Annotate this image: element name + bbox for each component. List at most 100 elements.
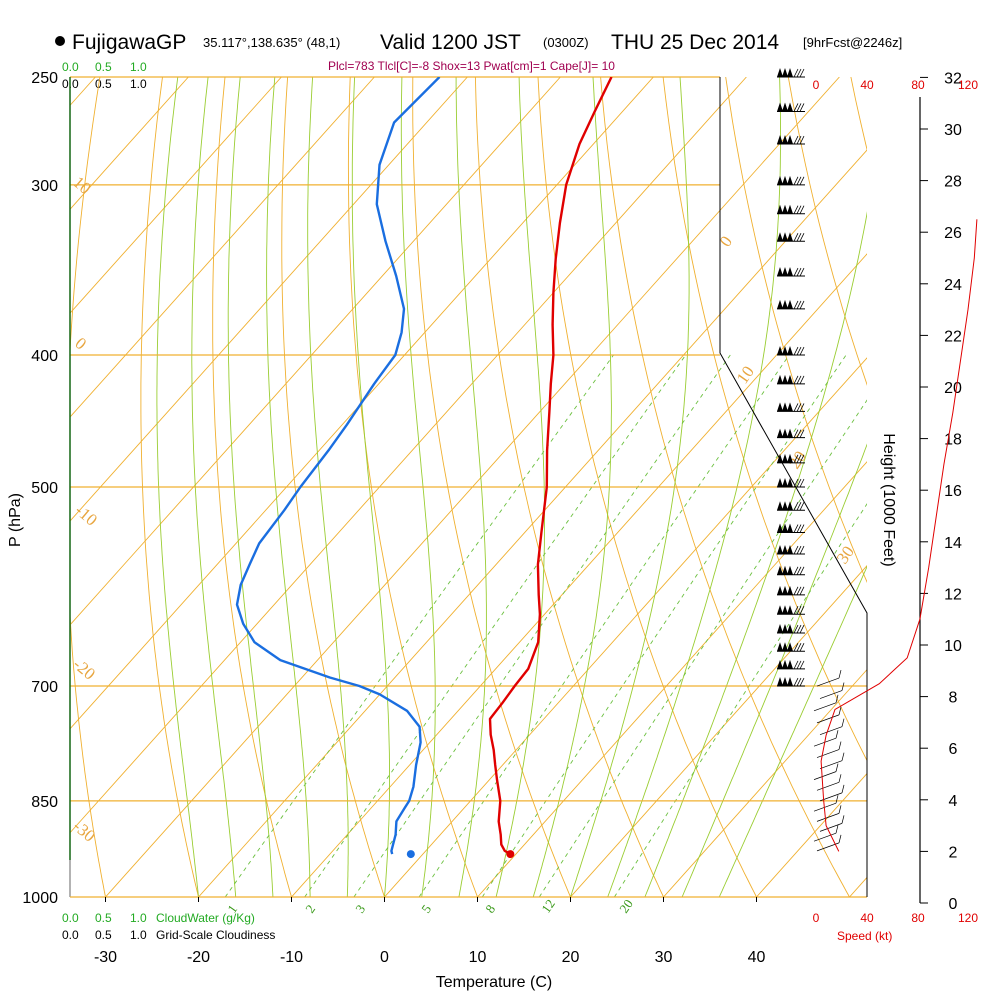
wind-barb-feather xyxy=(793,300,799,310)
wind-barb-feather xyxy=(799,478,805,488)
wind-barb-feather xyxy=(793,660,799,670)
wind-barb-flag xyxy=(782,642,788,652)
wind-barb-feather xyxy=(796,403,802,412)
moist-adiabat xyxy=(351,77,390,897)
wind-barb-feather xyxy=(793,403,799,412)
speed-tick-top: 0 xyxy=(813,78,820,92)
speed-axis: 0 40 80 120 0 40 80 120 Speed (kt) xyxy=(813,78,979,943)
wind-barb-flag xyxy=(782,102,788,112)
speed-tick-top: 120 xyxy=(958,78,978,92)
wind-barb-feather xyxy=(835,730,839,739)
wind-barb-flag xyxy=(782,232,788,242)
wind-barb xyxy=(813,771,837,780)
wind-barb-flag xyxy=(787,135,793,145)
wind-barb-flag xyxy=(787,624,793,634)
moist-adiabat xyxy=(156,77,199,897)
wind-barb-flag xyxy=(782,299,788,309)
dry-adiabat xyxy=(412,77,571,897)
wind-barb-flag xyxy=(777,374,783,384)
wind-barb-flag xyxy=(787,374,793,384)
wind-barb-flag xyxy=(782,374,788,384)
wind-barb-feather xyxy=(796,545,802,555)
wind-barb-flag xyxy=(782,501,788,511)
mixing-ratio-line xyxy=(304,354,687,897)
wind-barb-flag xyxy=(787,478,793,487)
wind-barb-feather xyxy=(799,643,805,652)
cloudiness-tick-top: 1.0 xyxy=(130,77,147,91)
moist-adiabat xyxy=(570,77,690,897)
height-tick-label: 8 xyxy=(949,690,958,707)
mixing-ratio-label: 12 xyxy=(538,896,558,915)
wind-barb-feather xyxy=(796,135,802,145)
x-axis-label: Temperature (C) xyxy=(436,974,552,991)
surface-temperature-dot xyxy=(506,850,515,859)
cloud-legend-top: 0.0 0.5 1.0 0.0 0.5 1.0 xyxy=(62,60,147,91)
wind-barb-feather xyxy=(841,752,845,761)
wind-barb-feather xyxy=(841,815,845,824)
wind-barb-feather xyxy=(799,103,805,112)
wind-barb-flag xyxy=(787,605,793,615)
speed-tick-top: 80 xyxy=(911,78,925,92)
wind-barb-feather xyxy=(841,784,845,793)
moist-adiabat xyxy=(191,77,237,897)
dry-adiabat xyxy=(725,77,867,584)
temperature-tick-label: 40 xyxy=(748,949,766,966)
wind-barb-flag xyxy=(777,605,783,615)
wind-barb-flag xyxy=(787,545,793,555)
wind-barb-feather xyxy=(796,566,802,575)
wind-barb-flag xyxy=(787,428,793,438)
temperature-axis: -30 -20 -10 0 10 20 30 40 xyxy=(94,897,766,966)
temperature-tick-label: -30 xyxy=(94,949,117,966)
wind-barb-feather xyxy=(793,346,799,356)
forecast-label: [9hrFcst@2246z] xyxy=(803,35,902,50)
wind-barb-feather xyxy=(799,68,805,78)
height-tick-label: 2 xyxy=(949,844,958,861)
height-tick-label: 20 xyxy=(944,380,962,397)
wind-barb-flag xyxy=(782,565,788,575)
wind-barb-flag xyxy=(787,659,793,669)
wind-barb-flag xyxy=(782,545,788,555)
wind-barb-flag xyxy=(787,102,793,112)
wind-barb-flag xyxy=(777,346,783,356)
wind-barb-flag xyxy=(777,232,783,242)
wind-barb xyxy=(819,726,843,735)
wind-barb-feather xyxy=(841,682,845,691)
wind-barb-feather xyxy=(793,176,799,186)
wind-barb-flag xyxy=(787,232,793,242)
wind-barb xyxy=(816,714,840,724)
wind-barb-flag xyxy=(777,523,783,533)
temperature-tick-label: -20 xyxy=(187,949,210,966)
wind-barb-feather xyxy=(796,586,802,596)
cloudiness-tick-top: 0.5 xyxy=(95,77,112,91)
wind-barb-feather xyxy=(796,454,802,464)
dry-adiabat xyxy=(976,77,1000,897)
wind-barb-flag xyxy=(782,267,788,277)
wind-barb-flag xyxy=(777,204,783,214)
wind-barb-feather xyxy=(799,375,805,385)
wind-barb-flag xyxy=(787,299,793,309)
wind-barb-flag xyxy=(777,102,783,112)
isotherm-label: 10 xyxy=(733,362,758,387)
site-coords: 35.117°,138.635° (48,1) xyxy=(203,35,340,50)
wind-barb-flag xyxy=(777,642,783,652)
mixing-ratio-line xyxy=(481,354,847,897)
wind-barb-flag xyxy=(787,642,793,652)
wind-barb-feather xyxy=(793,524,799,533)
mixing-ratio-label: 2 xyxy=(302,902,318,916)
temperature-tick-label: 30 xyxy=(655,949,673,966)
height-tick-label: 12 xyxy=(944,586,962,603)
wind-barb-feather xyxy=(796,524,802,533)
station-dot-icon xyxy=(55,36,65,46)
dry-adiabat xyxy=(662,77,867,762)
height-tick-label: 0 xyxy=(949,896,958,913)
wind-barb-flag xyxy=(787,175,793,185)
wind-barb-feather xyxy=(799,677,805,687)
wind-barb-feather xyxy=(793,643,799,652)
height-tick-label: 14 xyxy=(944,535,962,552)
wind-barb-feather xyxy=(796,429,802,438)
surface-dewpoint-dot xyxy=(406,850,415,859)
mixing-ratio-label: 8 xyxy=(482,902,498,916)
wind-barb-flag xyxy=(777,402,783,412)
wind-barb-flag xyxy=(787,453,793,463)
pressure-tick-label: 300 xyxy=(31,178,58,195)
